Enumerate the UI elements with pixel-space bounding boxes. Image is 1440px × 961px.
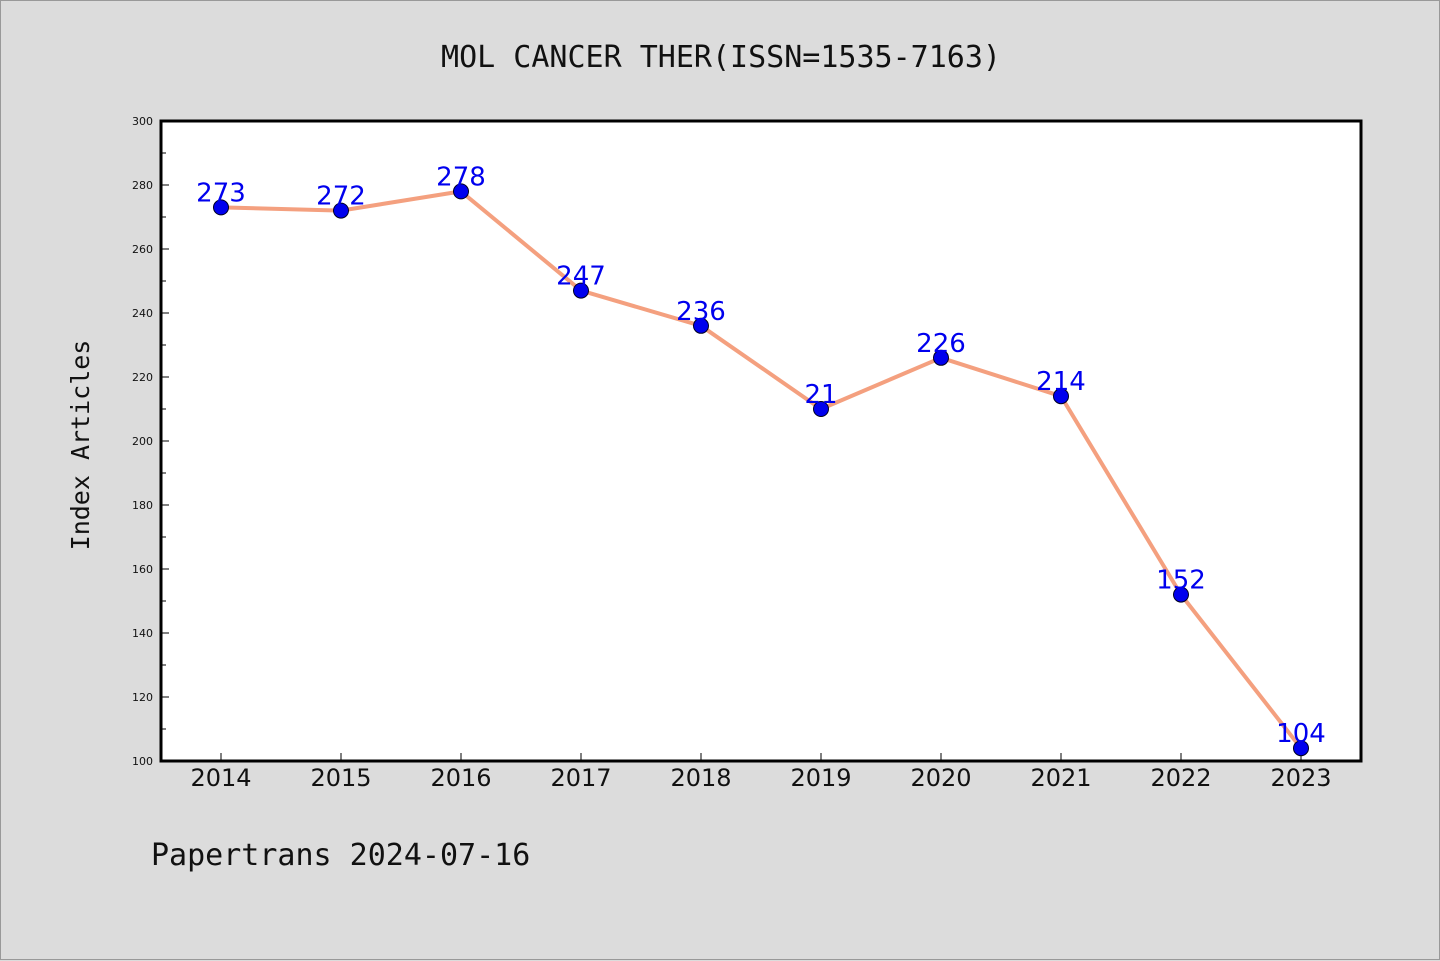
x-tick-label: 2023 bbox=[1270, 764, 1331, 792]
x-tick-label: 2017 bbox=[550, 764, 611, 792]
data-label: 226 bbox=[916, 329, 966, 359]
x-tick-label: 2014 bbox=[190, 764, 251, 792]
data-point bbox=[693, 317, 709, 334]
x-tick-label: 2021 bbox=[1030, 764, 1091, 792]
x-tick-label: 2018 bbox=[670, 764, 731, 792]
data-point bbox=[573, 282, 589, 299]
x-tick-label: 2022 bbox=[1150, 764, 1211, 792]
footer-credit: Papertrans 2024-07-16 bbox=[151, 838, 530, 873]
data-point bbox=[333, 202, 349, 219]
y-tick-label: 300 bbox=[132, 115, 153, 128]
y-tick-label: 160 bbox=[132, 563, 153, 576]
data-label: 104 bbox=[1276, 719, 1326, 749]
data-label: 21 bbox=[804, 380, 837, 410]
y-axis-ticks: 100 120 140 160 180 200 220 240 260 280 300 bbox=[132, 115, 169, 768]
y-tick-label: 220 bbox=[132, 371, 153, 384]
data-label: 278 bbox=[436, 162, 486, 192]
data-label: 214 bbox=[1036, 367, 1086, 397]
x-tick-label: 2019 bbox=[790, 764, 851, 792]
y-tick-label: 180 bbox=[132, 499, 153, 512]
y-tick-label: 140 bbox=[132, 627, 153, 640]
series-line bbox=[220, 189, 1303, 750]
data-label: 152 bbox=[1156, 566, 1206, 596]
y-tick-label: 120 bbox=[132, 691, 153, 704]
data-point bbox=[213, 199, 229, 216]
x-tick-label: 2016 bbox=[430, 764, 491, 792]
data-point bbox=[1053, 388, 1069, 405]
data-label: 272 bbox=[316, 182, 366, 212]
data-point bbox=[933, 349, 949, 366]
data-point bbox=[813, 401, 829, 417]
data-label: 247 bbox=[556, 262, 606, 292]
plot-area bbox=[159, 119, 1363, 763]
y-tick-label: 200 bbox=[132, 435, 153, 448]
data-point bbox=[1173, 586, 1189, 603]
y-tick-label: 280 bbox=[132, 179, 153, 192]
y-axis-label: Index Articles bbox=[66, 340, 95, 551]
data-label: 273 bbox=[196, 178, 246, 208]
x-axis-ticks: 2014 2015 2016 2017 2018 2019 2020 2021 2022 2023 bbox=[190, 753, 1332, 792]
x-tick-label: 2020 bbox=[910, 764, 971, 792]
data-point bbox=[453, 183, 469, 200]
data-label: 236 bbox=[676, 297, 726, 327]
chart-title: MOL CANCER THER(ISSN=1535-7163) bbox=[441, 40, 1001, 75]
y-tick-label: 260 bbox=[132, 243, 153, 256]
data-point bbox=[1293, 740, 1309, 757]
y-tick-label: 100 bbox=[132, 755, 153, 768]
x-tick-label: 2015 bbox=[310, 764, 371, 792]
y-tick-label: 240 bbox=[132, 307, 153, 320]
series-layer: 273 272 278 247 236 21 226 214 152 104 bbox=[196, 162, 1326, 757]
